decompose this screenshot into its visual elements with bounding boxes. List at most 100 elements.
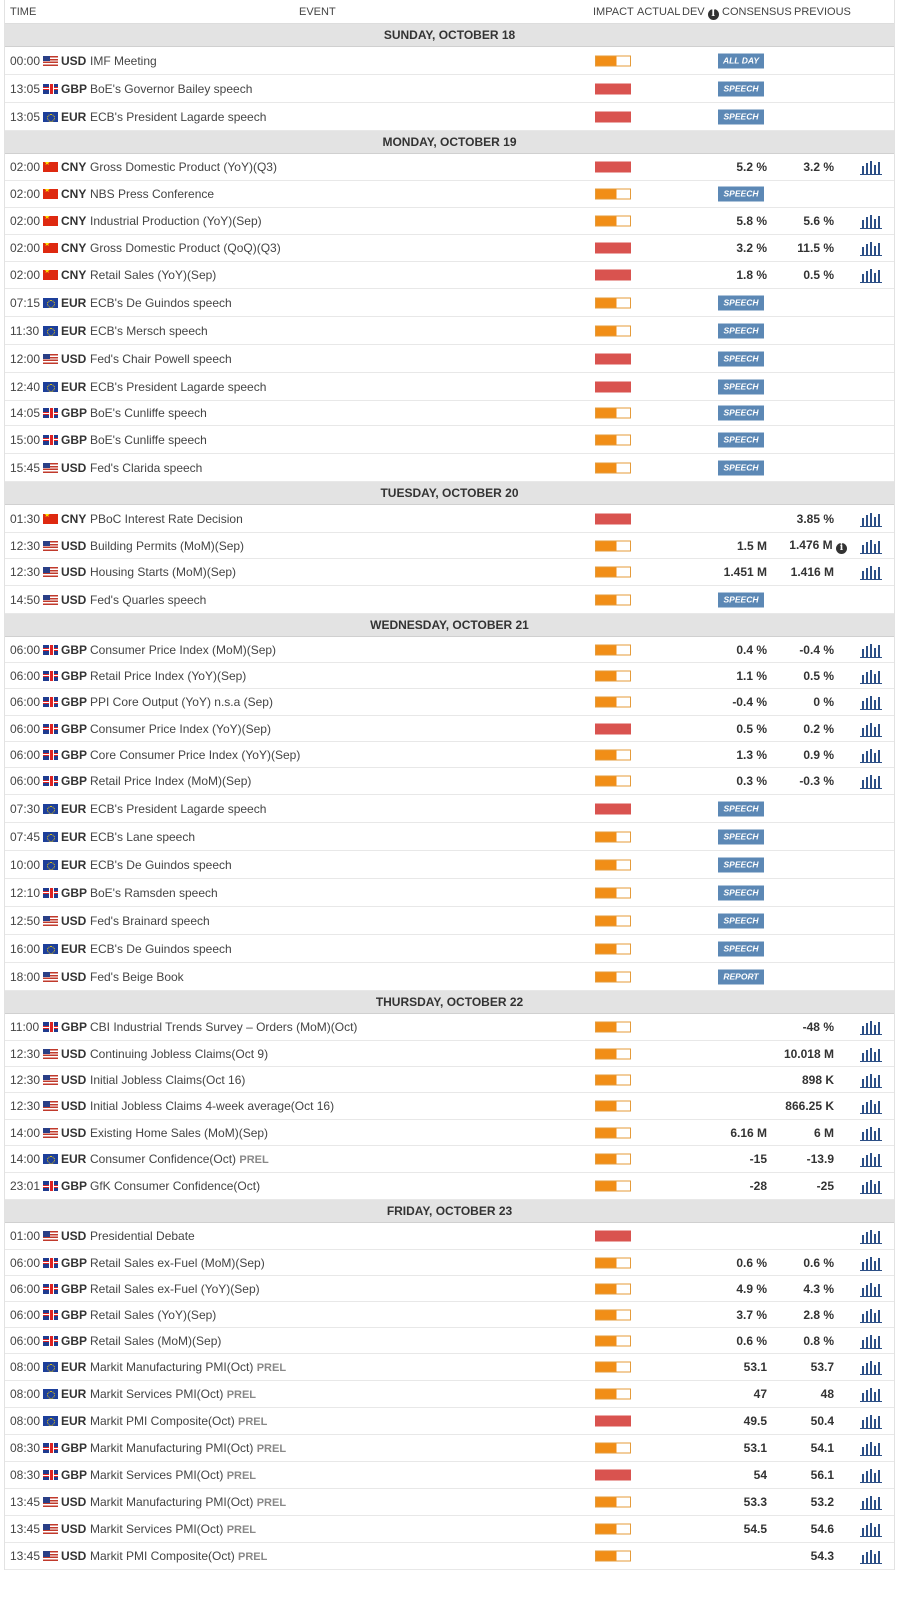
event-row[interactable]: 16:00 EUR ECB's De Guindos speech SPEECH: [5, 935, 894, 963]
col-dev[interactable]: DEV i: [682, 6, 719, 20]
event-name[interactable]: ECB's Mersch speech: [90, 324, 208, 338]
event-row[interactable]: 12:10 GBP BoE's Ramsden speech SPEECH: [5, 879, 894, 907]
event-row[interactable]: 01:00 USD Presidential Debate: [5, 1223, 894, 1250]
event-name[interactable]: ECB's Lane speech: [90, 830, 195, 844]
event-name[interactable]: Fed's Clarida speech: [90, 461, 202, 475]
event-row[interactable]: 06:00 GBP Consumer Price Index (YoY)(Sep) 0…: [5, 716, 894, 742]
chart-icon[interactable]: [860, 538, 882, 554]
event-name[interactable]: Consumer Confidence(Oct) PREL: [90, 1152, 269, 1166]
chart-icon[interactable]: [860, 159, 882, 175]
event-name[interactable]: Gross Domestic Product (QoQ)(Q3): [90, 241, 281, 255]
event-name[interactable]: ECB's De Guindos speech: [90, 942, 232, 956]
event-name[interactable]: Existing Home Sales (MoM)(Sep): [90, 1126, 268, 1140]
event-name[interactable]: ECB's President Lagarde speech: [90, 110, 266, 124]
event-name[interactable]: Fed's Chair Powell speech: [90, 352, 232, 366]
chart-icon[interactable]: [860, 642, 882, 658]
revision-info-icon[interactable]: i: [836, 542, 847, 554]
event-name[interactable]: ECB's De Guindos speech: [90, 858, 232, 872]
chart-icon[interactable]: [860, 773, 882, 789]
event-name[interactable]: Initial Jobless Claims(Oct 16): [90, 1073, 245, 1087]
event-name[interactable]: Continuing Jobless Claims(Oct 9): [90, 1047, 268, 1061]
chart-icon[interactable]: [860, 564, 882, 580]
event-name[interactable]: CBI Industrial Trends Survey – Orders (M…: [90, 1020, 357, 1034]
event-row[interactable]: 11:30 EUR ECB's Mersch speech SPEECH: [5, 317, 894, 345]
event-row[interactable]: 18:00 USD Fed's Beige Book REPORT: [5, 963, 894, 991]
chart-icon[interactable]: [860, 1228, 882, 1244]
event-row[interactable]: 13:05 GBP BoE's Governor Bailey speech SPEE…: [5, 75, 894, 103]
event-row[interactable]: 13:05 EUR ECB's President Lagarde speech SP…: [5, 103, 894, 131]
event-name[interactable]: Markit Services PMI(Oct) PREL: [90, 1387, 256, 1401]
event-row[interactable]: 12:30 USD Initial Jobless Claims 4-week av…: [5, 1093, 894, 1120]
event-name[interactable]: Markit Services PMI(Oct) PREL: [90, 1522, 256, 1536]
event-row[interactable]: 06:00 GBP Retail Price Index (YoY)(Sep) 1.1…: [5, 663, 894, 689]
event-name[interactable]: Gross Domestic Product (YoY)(Q3): [90, 160, 277, 174]
event-row[interactable]: 13:45 USD Markit Services PMI(Oct) PREL 54.…: [5, 1516, 894, 1543]
event-name[interactable]: Consumer Price Index (MoM)(Sep): [90, 643, 276, 657]
event-name[interactable]: GfK Consumer Confidence(Oct): [90, 1179, 260, 1193]
event-name[interactable]: Markit Services PMI(Oct) PREL: [90, 1468, 256, 1482]
event-row[interactable]: 07:30 EUR ECB's President Lagarde speech SP…: [5, 795, 894, 823]
event-name[interactable]: IMF Meeting: [90, 54, 157, 68]
event-name[interactable]: Industrial Production (YoY)(Sep): [90, 214, 262, 228]
col-event[interactable]: EVENT: [299, 6, 336, 18]
event-name[interactable]: Markit Manufacturing PMI(Oct) PREL: [90, 1495, 286, 1509]
event-name[interactable]: Core Consumer Price Index (YoY)(Sep): [90, 748, 300, 762]
col-impact[interactable]: IMPACT: [593, 6, 634, 18]
event-name[interactable]: Fed's Quarles speech: [90, 593, 206, 607]
chart-icon[interactable]: [860, 1281, 882, 1297]
event-name[interactable]: Retail Price Index (YoY)(Sep): [90, 669, 246, 683]
chart-icon[interactable]: [860, 1467, 882, 1483]
event-name[interactable]: Markit PMI Composite(Oct) PREL: [90, 1414, 267, 1428]
event-row[interactable]: 08:30 GBP Markit Manufacturing PMI(Oct) PR…: [5, 1435, 894, 1462]
event-name[interactable]: Initial Jobless Claims 4-week average(Oc…: [90, 1099, 334, 1113]
event-row[interactable]: 07:15 EUR ECB's De Guindos speech SPEECH: [5, 289, 894, 317]
event-row[interactable]: 11:00 GBP CBI Industrial Trends Survey – O…: [5, 1014, 894, 1041]
event-row[interactable]: 13:45 USD Markit Manufacturing PMI(Oct) PR…: [5, 1489, 894, 1516]
chart-icon[interactable]: [860, 1151, 882, 1167]
event-row[interactable]: 15:45 USD Fed's Clarida speech SPEECH: [5, 454, 894, 482]
event-row[interactable]: 10:00 EUR ECB's De Guindos speech SPEECH: [5, 851, 894, 879]
chart-icon[interactable]: [860, 1178, 882, 1194]
event-name[interactable]: Housing Starts (MoM)(Sep): [90, 565, 236, 579]
chart-icon[interactable]: [860, 240, 882, 256]
chart-icon[interactable]: [860, 1098, 882, 1114]
col-previous[interactable]: PREVIOUS: [794, 6, 851, 18]
event-row[interactable]: 14:05 GBP BoE's Cunliffe speech SPEECH: [5, 401, 894, 426]
event-name[interactable]: Markit Manufacturing PMI(Oct) PREL: [90, 1441, 286, 1455]
event-row[interactable]: 07:45 EUR ECB's Lane speech SPEECH: [5, 823, 894, 851]
chart-icon[interactable]: [860, 1072, 882, 1088]
event-name[interactable]: Retail Price Index (MoM)(Sep): [90, 774, 251, 788]
event-row[interactable]: 06:00 GBP Retail Sales (YoY)(Sep) 3.7 % 2.8 …: [5, 1302, 894, 1328]
event-name[interactable]: BoE's Cunliffe speech: [90, 433, 207, 447]
event-row[interactable]: 12:00 USD Fed's Chair Powell speech SPEECH: [5, 345, 894, 373]
chart-icon[interactable]: [860, 1548, 882, 1564]
event-name[interactable]: Presidential Debate: [90, 1229, 195, 1243]
event-name[interactable]: Retail Sales ex-Fuel (MoM)(Sep): [90, 1256, 265, 1270]
event-name[interactable]: ECB's President Lagarde speech: [90, 802, 266, 816]
chart-icon[interactable]: [860, 1521, 882, 1537]
event-row[interactable]: 12:40 EUR ECB's President Lagarde speech SP…: [5, 373, 894, 401]
chart-icon[interactable]: [860, 1386, 882, 1402]
chart-icon[interactable]: [860, 1359, 882, 1375]
event-row[interactable]: 08:00 EUR Markit Services PMI(Oct) PREL 47 4…: [5, 1381, 894, 1408]
event-row[interactable]: 23:01 GBP GfK Consumer Confidence(Oct) -28 -…: [5, 1173, 894, 1200]
event-row[interactable]: 12:30 USD Initial Jobless Claims(Oct 16) 89…: [5, 1067, 894, 1093]
event-row[interactable]: 15:00 GBP BoE's Cunliffe speech SPEECH: [5, 426, 894, 454]
event-name[interactable]: Markit PMI Composite(Oct) PREL: [90, 1549, 267, 1563]
event-row[interactable]: 06:00 GBP PPI Core Output (YoY) n.s.a (Sep…: [5, 689, 894, 716]
event-row[interactable]: 08:00 EUR Markit PMI Composite(Oct) PREL 49…: [5, 1408, 894, 1435]
chart-icon[interactable]: [860, 694, 882, 710]
event-name[interactable]: Retail Sales (MoM)(Sep): [90, 1334, 221, 1348]
event-name[interactable]: BoE's Governor Bailey speech: [90, 82, 252, 96]
event-row[interactable]: 13:45 USD Markit PMI Composite(Oct) PREL 54…: [5, 1543, 894, 1570]
chart-icon[interactable]: [860, 1307, 882, 1323]
event-name[interactable]: NBS Press Conference: [90, 187, 214, 201]
event-name[interactable]: BoE's Ramsden speech: [90, 886, 218, 900]
chart-icon[interactable]: [860, 1255, 882, 1271]
